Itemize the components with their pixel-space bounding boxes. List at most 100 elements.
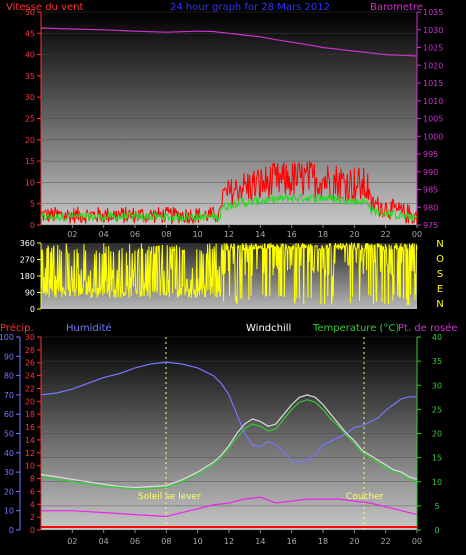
humidity-tick-label: 0 (9, 526, 14, 535)
compass-letter: N (436, 299, 443, 310)
wind-tick-label: 15 (25, 157, 35, 166)
precip-tick-label: 30 (25, 333, 35, 342)
wind-tick-label: 0 (30, 221, 35, 230)
wind-tick-label: 40 (25, 51, 35, 60)
direction-tick-label: 90 (25, 289, 35, 298)
barometer-tick-label: 1015 (423, 79, 443, 88)
time-tick-label: 14 (255, 230, 265, 239)
humidity-tick-label: 10 (4, 507, 14, 516)
barometer-tick-label: 980 (423, 203, 438, 212)
wind-tick-label: 35 (25, 72, 35, 81)
humidity-tick-label: 30 (4, 468, 14, 477)
compass-letter: S (437, 269, 443, 280)
precip-tick-label: 4 (30, 500, 35, 509)
compass-letter: N (436, 239, 443, 250)
humidity-label: Humidité (66, 322, 112, 334)
direction-tick-label: 0 (30, 305, 35, 314)
humidity-tick-label: 90 (4, 352, 14, 361)
temperature-tick-label: 0 (434, 526, 439, 535)
wind-tick-label: 20 (25, 136, 35, 145)
precip-tick-label: 10 (25, 462, 35, 471)
wind-speed-axis: 0 5 10 15 20 25 30 35 40 45 50 (25, 8, 42, 230)
temperature-tick-label: 35 (432, 357, 442, 366)
precip-tick-label: 12 (25, 449, 35, 458)
precip-tick-label: 14 (25, 436, 35, 445)
time-tick-label: 14 (255, 537, 265, 546)
time-tick-label: 12 (224, 230, 234, 239)
barometer-tick-label: 1020 (423, 61, 443, 70)
temperature-tick-label: 5 (434, 502, 439, 511)
wind-speed-label: Vitesse du vent (6, 2, 83, 13)
barometer-axis: 975 980 985 990 995 1000 1005 1010 1015 1020 1025 1… (416, 8, 443, 230)
barometer-series (40, 27, 418, 57)
temp-time-axis: 02 04 06 08 10 12 14 16 18 20 22 00 (67, 530, 422, 546)
barometer-label: Barometre (370, 2, 423, 13)
barometer-tick-label: 975 (423, 221, 438, 230)
compass-letter: O (436, 254, 444, 265)
dewpoint-series (40, 394, 418, 489)
time-tick-label: 02 (67, 230, 77, 239)
time-tick-label: 20 (349, 230, 359, 239)
compass-letter: E (437, 284, 443, 295)
barometer-tick-label: 1035 (423, 8, 443, 17)
wind-tick-label: 5 (30, 200, 35, 209)
barometer-tick-label: 1030 (423, 26, 443, 35)
sunset-label: Coucher (346, 492, 384, 502)
humidity-tick-label: 20 (4, 487, 14, 496)
wind-gust-series (40, 160, 418, 226)
time-tick-label: 22 (381, 230, 391, 239)
barometer-tick-label: 990 (423, 168, 438, 177)
direction-axis: 0 90 180 270 360 (20, 239, 42, 314)
humidity-tick-label: 100 (0, 333, 14, 342)
wind-time-axis: 02 04 06 08 10 12 14 16 18 20 22 00 (67, 225, 422, 239)
temperature-tick-label: 30 (432, 381, 442, 390)
precip-tick-label: 26 (25, 359, 35, 368)
time-tick-label: 08 (161, 537, 171, 546)
barometer-tick-label: 1010 (423, 97, 443, 106)
temperature-tick-label: 25 (432, 405, 442, 414)
precip-tick-label: 2 (30, 513, 35, 522)
precip-tick-label: 8 (30, 475, 35, 484)
humidity-axis: 0 10 20 30 40 50 60 70 80 90 100 (0, 333, 21, 535)
precip-tick-label: 16 (25, 423, 35, 432)
time-tick-label: 02 (67, 537, 77, 546)
pink-series (41, 496, 418, 518)
temperature-series (40, 399, 418, 490)
wind-tick-label: 25 (25, 115, 35, 124)
precip-tick-label: 28 (25, 346, 35, 355)
humidity-tick-label: 80 (4, 372, 14, 381)
time-tick-label: 20 (349, 537, 359, 546)
dewpoint-label: Pt. de rosée (398, 322, 458, 334)
time-tick-label: 00 (412, 230, 422, 239)
time-tick-label: 16 (287, 230, 297, 239)
temperature-tick-label: 10 (432, 478, 442, 487)
windchill-label: Windchill (246, 323, 291, 334)
barometer-tick-label: 995 (423, 150, 438, 159)
humidity-series (40, 361, 417, 464)
time-tick-label: 06 (130, 230, 140, 239)
precip-tick-label: 22 (25, 384, 35, 393)
humidity-tick-label: 40 (4, 449, 14, 458)
temperature-tick-label: 15 (432, 454, 442, 463)
chart-title: 24 hour graph for 28 Mars 2012 (170, 2, 330, 13)
time-tick-label: 08 (161, 230, 171, 239)
humidity-tick-label: 60 (4, 410, 14, 419)
barometer-tick-label: 1025 (423, 44, 443, 53)
precip-tick-label: 20 (25, 397, 35, 406)
time-tick-label: 22 (381, 537, 391, 546)
time-tick-label: 04 (99, 537, 109, 546)
time-tick-label: 16 (287, 537, 297, 546)
time-tick-label: 04 (99, 230, 109, 239)
wind-tick-label: 50 (25, 8, 35, 17)
time-tick-label: 18 (318, 537, 328, 546)
barometer-tick-label: 1000 (423, 132, 443, 141)
barometer-tick-label: 985 (423, 186, 438, 195)
direction-tick-label: 360 (20, 239, 35, 248)
precip-tick-label: 18 (25, 410, 35, 419)
humidity-tick-label: 70 (4, 391, 14, 400)
wind-direction-series (40, 241, 418, 306)
barometer-tick-label: 1005 (423, 115, 443, 124)
